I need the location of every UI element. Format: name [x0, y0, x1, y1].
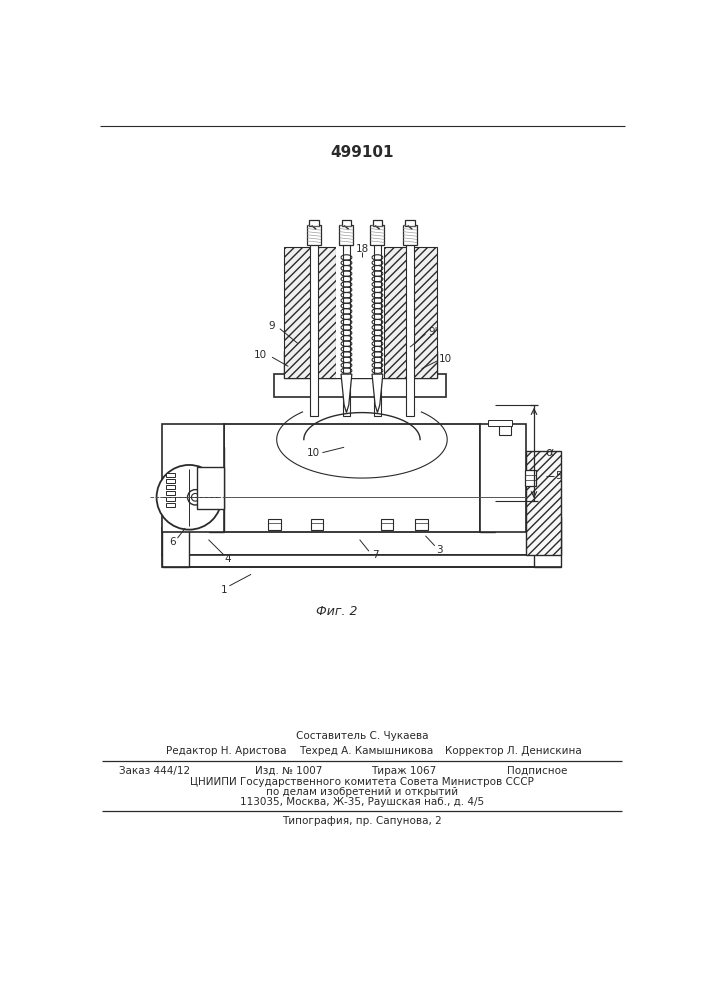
Bar	[406, 243, 414, 416]
Bar	[341, 220, 351, 226]
Text: 3: 3	[436, 545, 443, 555]
Text: Тираж 1067: Тираж 1067	[371, 766, 436, 776]
Bar	[405, 220, 414, 226]
Text: ЦНИИПИ Государственного комитета Совета Министров СССР: ЦНИИПИ Государственного комитета Совета …	[190, 777, 534, 787]
Bar	[224, 424, 480, 532]
Text: Редактор Н. Аристова: Редактор Н. Аристова	[166, 746, 286, 756]
Text: Составитель С. Чукаева: Составитель С. Чукаева	[296, 731, 428, 741]
Polygon shape	[372, 374, 383, 413]
Bar	[526, 451, 561, 555]
Bar	[274, 374, 446, 397]
Text: Заказ 444/12: Заказ 444/12	[119, 766, 190, 776]
Circle shape	[156, 465, 222, 530]
Bar	[339, 225, 354, 245]
Bar	[166, 497, 175, 501]
Bar	[385, 247, 437, 378]
Text: Подписное: Подписное	[507, 766, 567, 776]
Bar	[370, 225, 385, 245]
Bar	[373, 220, 382, 226]
Bar	[403, 225, 417, 245]
Bar	[309, 220, 319, 226]
Bar	[499, 424, 510, 435]
Bar	[166, 473, 175, 477]
Bar	[166, 503, 175, 507]
Text: 1: 1	[221, 585, 228, 595]
Bar	[166, 485, 175, 489]
Bar	[268, 519, 281, 530]
Bar	[480, 424, 526, 532]
Text: α: α	[545, 446, 553, 459]
Text: 9: 9	[269, 321, 275, 331]
Text: 5: 5	[555, 471, 561, 481]
Bar	[337, 247, 385, 378]
Bar	[416, 519, 428, 530]
Bar	[162, 528, 561, 555]
Bar	[284, 351, 437, 378]
Circle shape	[187, 490, 203, 505]
Bar	[209, 447, 224, 532]
Bar	[166, 491, 175, 495]
Bar	[162, 555, 561, 567]
Text: 7: 7	[372, 550, 378, 560]
Text: Типография, пр. Сапунова, 2: Типография, пр. Сапунова, 2	[282, 816, 442, 826]
Bar	[380, 519, 393, 530]
Text: 9': 9'	[428, 327, 438, 337]
Bar	[162, 517, 189, 567]
Bar	[373, 243, 381, 416]
Text: Фиг. 2: Фиг. 2	[315, 605, 357, 618]
Bar	[343, 243, 351, 416]
Text: по делам изобретений и открытий: по делам изобретений и открытий	[266, 787, 458, 797]
Circle shape	[192, 493, 199, 501]
Bar	[284, 247, 337, 378]
Bar	[525, 470, 535, 486]
Text: 4: 4	[225, 554, 231, 564]
Bar	[480, 447, 495, 532]
Text: 10: 10	[307, 448, 320, 458]
Polygon shape	[341, 374, 352, 413]
Text: 10: 10	[254, 350, 267, 360]
Text: Корректор Л. Денискина: Корректор Л. Денискина	[445, 746, 582, 756]
Bar	[310, 243, 317, 416]
Text: 18: 18	[356, 244, 368, 254]
Bar	[489, 420, 512, 426]
Bar	[307, 225, 321, 245]
Text: Изд. № 1007: Изд. № 1007	[255, 766, 322, 776]
Text: 6: 6	[169, 537, 175, 547]
Text: Техред А. Камышникова: Техред А. Камышникова	[299, 746, 433, 756]
Bar	[197, 466, 224, 509]
Bar	[311, 519, 323, 530]
Text: 499101: 499101	[330, 145, 394, 160]
Text: 113035, Москва, Ж-35, Раушская наб., д. 4/5: 113035, Москва, Ж-35, Раушская наб., д. …	[240, 797, 484, 807]
Bar	[166, 479, 175, 483]
Bar	[162, 424, 224, 532]
Text: 10: 10	[438, 354, 452, 364]
Bar	[534, 517, 561, 567]
